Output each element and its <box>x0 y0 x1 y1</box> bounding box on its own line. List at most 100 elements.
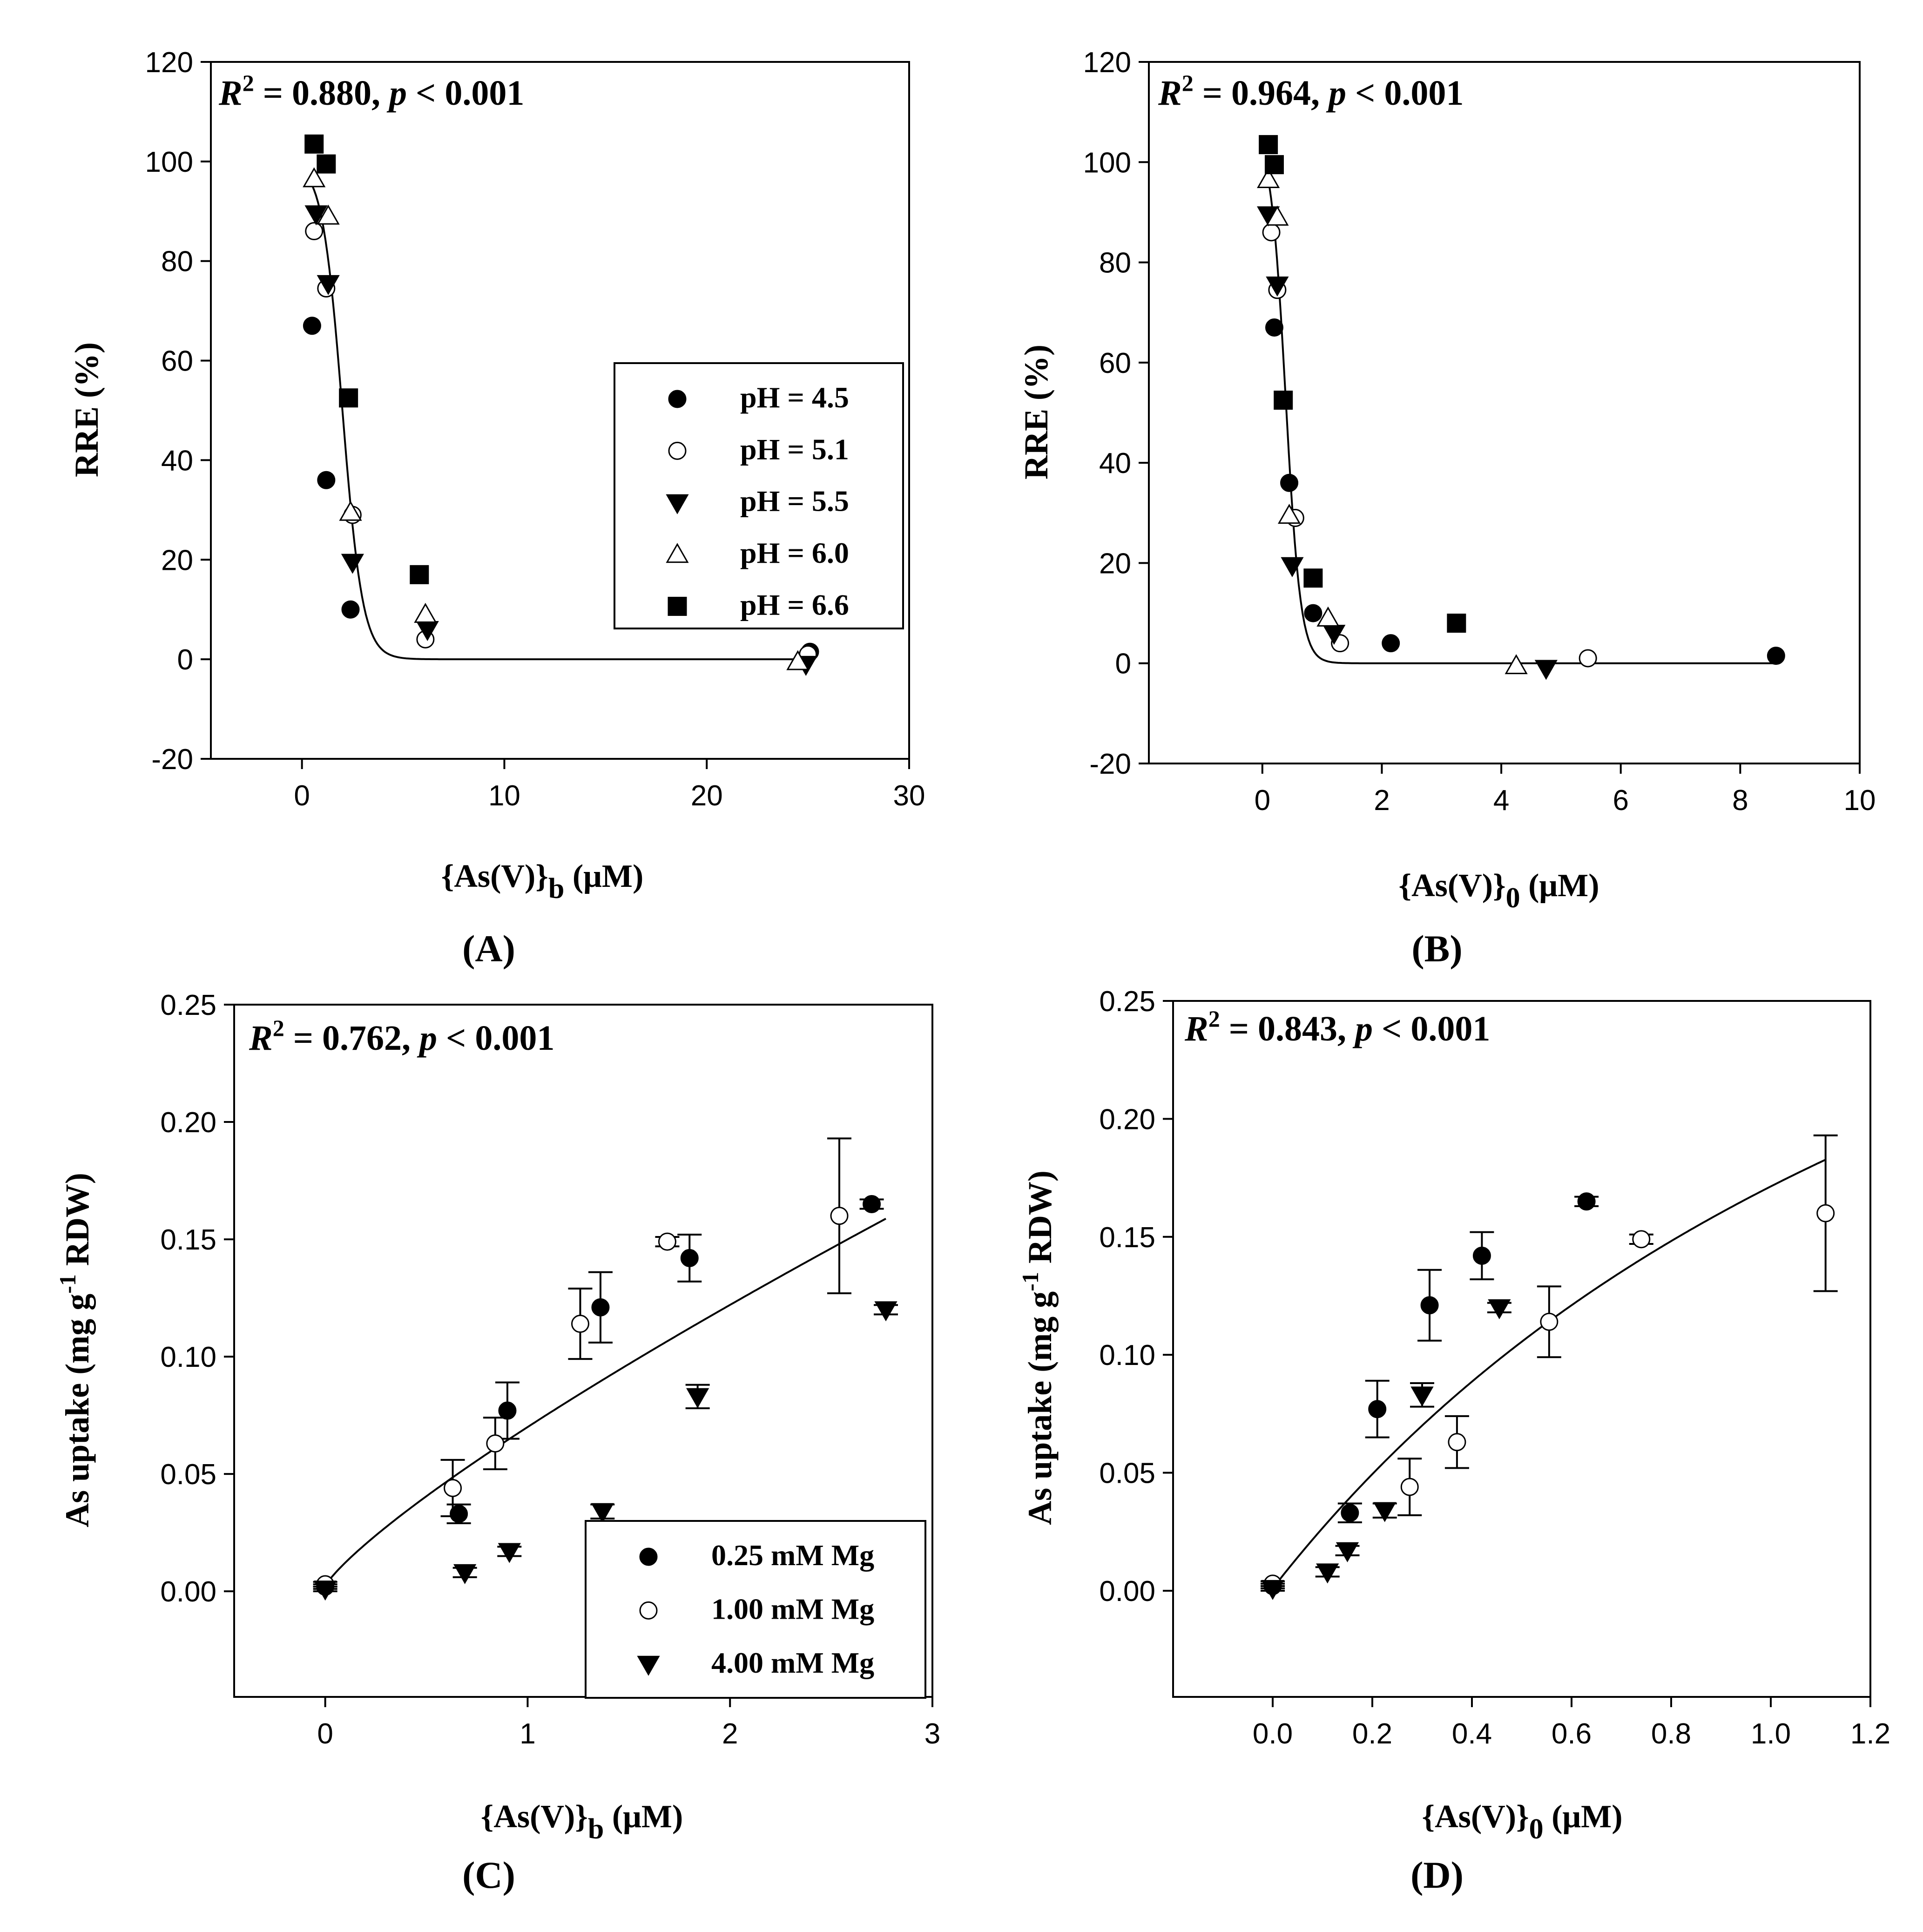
legend-marker-a-ph-5-1 <box>668 441 687 460</box>
data-point-d-0-25-mm-mg-2 <box>1368 1400 1387 1419</box>
y-tick-label-d-0-15: 0.15 <box>1099 1222 1155 1254</box>
data-point-c-1-00-mm-mg-4 <box>658 1232 676 1251</box>
stat-annotation-c: R2 = 0.762, p < 0.001 <box>249 1015 554 1058</box>
panel-b: -20 0 20 40 60 80 100 120 0 2 4 6 8 10 RRE (%) {As(V)}0… <box>1018 47 1876 970</box>
data-point-b-ph-6-6-2 <box>1274 391 1293 410</box>
panel-a: -20 0 20 40 60 80 100 120 0 10 20 30 RRE (%) {As(V)}b… <box>68 47 925 970</box>
series-d-0-25-mm-mg <box>1261 1192 1599 1595</box>
fit-curve-a <box>311 184 812 661</box>
legend-label-a-ph-6-6: pH = 6.6 <box>740 588 849 621</box>
data-point-b-ph-5-5-1 <box>1266 277 1289 297</box>
legend-label-c-0-25-mm-mg: 0.25 mM Mg <box>711 1539 874 1572</box>
y-tick-label-b-20: 20 <box>1099 547 1131 580</box>
data-point-c-1-00-mm-mg-5 <box>830 1207 849 1225</box>
x-tick-label-c-1: 1 <box>520 1718 535 1750</box>
legend-marker-a-ph-6-0 <box>666 543 689 563</box>
y-tick-label-c-0-05: 0.05 <box>160 1459 216 1491</box>
series-b-ph-6-0 <box>1257 168 1528 675</box>
data-point-c-0-25-mm-mg-1 <box>450 1505 468 1523</box>
legend-marker-c-1-00-mm-mg <box>639 1601 658 1620</box>
data-point-c-4-00-mm-mg-0 <box>314 1581 337 1601</box>
data-point-c-4-00-mm-mg-3 <box>591 1503 614 1523</box>
data-point-c-1-00-mm-mg-3 <box>571 1315 589 1333</box>
data-point-a-ph-4-5-0 <box>303 317 321 335</box>
fit-curve-c <box>324 1217 886 1587</box>
data-point-a-ph-4-5-2 <box>341 600 360 619</box>
x-tick-label-d-0-0: 0.0 <box>1253 1718 1293 1750</box>
data-point-d-0-25-mm-mg-5 <box>1577 1192 1596 1211</box>
data-point-c-0-25-mm-mg-3 <box>591 1298 610 1317</box>
x-tick-label-c-0: 0 <box>317 1718 333 1750</box>
data-point-a-ph-5-1-0 <box>305 222 324 241</box>
data-point-d-0-25-mm-mg-3 <box>1420 1296 1439 1315</box>
x-axis-label-d: {As(V)}0 (μM) <box>1422 1799 1622 1845</box>
legend-c: 0.25 mM Mg 1.00 mM Mg 4.00 mM Mg <box>585 1520 926 1699</box>
x-tick-label-a-10: 10 <box>488 780 520 812</box>
legend-marker-c-0-25-mm-mg <box>639 1547 658 1566</box>
x-tick-label-d-0-8: 0.8 <box>1651 1718 1691 1750</box>
data-point-d-4-00-mm-mg-5 <box>1488 1299 1511 1319</box>
plot-frame-c <box>233 1004 933 1698</box>
data-point-b-ph-4-5-1 <box>1280 473 1299 492</box>
x-axis-label-a: {As(V)}b (μM) <box>441 858 644 905</box>
series-b-ph-4-5 <box>1265 318 1785 665</box>
data-point-a-ph-6-0-3 <box>414 602 437 623</box>
data-point-b-ph-6-0-1 <box>1266 205 1289 226</box>
x-tick-label-c-3: 3 <box>924 1718 940 1750</box>
data-point-b-ph-5-5-4 <box>1534 660 1558 680</box>
legend-box-a <box>614 362 904 629</box>
data-point-b-ph-6-6-4 <box>1447 614 1466 633</box>
x-tick-label-a-0: 0 <box>294 780 310 812</box>
legend-marker-a-ph-4-5 <box>668 390 687 408</box>
data-point-b-ph-5-1-0 <box>1262 223 1281 242</box>
y-tick-label-b-80: 80 <box>1099 247 1131 279</box>
legend-marker-c-4-00-mm-mg <box>637 1655 660 1676</box>
y-tick-label-a-80: 80 <box>161 246 193 278</box>
data-point-d-4-00-mm-mg-1 <box>1316 1563 1339 1584</box>
x-tick-label-b-6: 6 <box>1613 784 1628 817</box>
y-axis-label-d: As uptake (mg g-1 RDW) <box>1017 1170 1059 1525</box>
y-tick-label-d-0-25: 0.25 <box>1099 986 1155 1018</box>
legend-label-a-ph-4-5: pH = 4.5 <box>740 381 849 414</box>
data-point-a-ph-5-5-2 <box>341 554 364 574</box>
data-point-b-ph-6-0-3 <box>1316 606 1340 627</box>
panel-label-d: (D) <box>1410 1854 1464 1896</box>
y-tick-label-a-20: -20 <box>151 743 193 776</box>
data-point-a-ph-4-5-1 <box>317 471 336 489</box>
panel-label-b: (B) <box>1411 927 1462 970</box>
x-tick-label-b-0: 0 <box>1255 784 1270 817</box>
y-tick-label-c-0-10: 0.10 <box>160 1341 216 1373</box>
data-point-c-4-00-mm-mg-2 <box>498 1543 521 1563</box>
data-point-a-ph-6-0-2 <box>339 500 362 521</box>
x-tick-label-d-1-2: 1.2 <box>1850 1718 1890 1750</box>
fit-curve-b <box>1266 173 1779 664</box>
y-tick-label-c-0-20: 0.20 <box>160 1107 216 1139</box>
y-tick-label-b-100: 100 <box>1083 147 1131 179</box>
y-axis-label-a: RRE (%) <box>68 342 105 477</box>
y-tick-label-a-60: 60 <box>161 345 193 378</box>
x-tick-label-a-20: 20 <box>691 780 723 812</box>
data-point-b-ph-5-5-2 <box>1281 557 1304 577</box>
legend-label-a-ph-5-5: pH = 5.5 <box>740 485 849 518</box>
plot-frame-d <box>1172 1000 1871 1698</box>
panel-c: 0.00 0.05 0.10 0.15 0.20 0.25 0 1 2 3 As uptake (m… <box>54 989 940 1896</box>
panel-label-c: (C) <box>462 1854 515 1896</box>
legend-marker-a-ph-5-5 <box>666 494 689 514</box>
data-point-a-ph-6-6-3 <box>410 565 429 584</box>
data-point-a-ph-6-6-1 <box>317 154 336 174</box>
x-tick-label-b-10: 10 <box>1844 784 1876 817</box>
y-tick-label-b-120: 120 <box>1083 47 1131 79</box>
data-point-d-4-00-mm-mg-4 <box>1410 1386 1434 1407</box>
y-tick-label-a-0: 0 <box>177 644 193 676</box>
data-point-d-1-00-mm-mg-2 <box>1448 1433 1466 1452</box>
legend-label-a-ph-5-1: pH = 5.1 <box>740 432 849 466</box>
x-axis-label-b: {As(V)}0 (μM) <box>1398 868 1599 914</box>
data-point-d-1-00-mm-mg-5 <box>1816 1204 1835 1223</box>
y-tick-label-d-0-05: 0.05 <box>1099 1458 1155 1490</box>
x-tick-label-d-0-2: 0.2 <box>1352 1718 1392 1750</box>
data-point-c-0-25-mm-mg-5 <box>863 1195 881 1213</box>
y-tick-label-b-20: -20 <box>1089 748 1131 780</box>
y-tick-label-a-40: 40 <box>161 445 193 477</box>
